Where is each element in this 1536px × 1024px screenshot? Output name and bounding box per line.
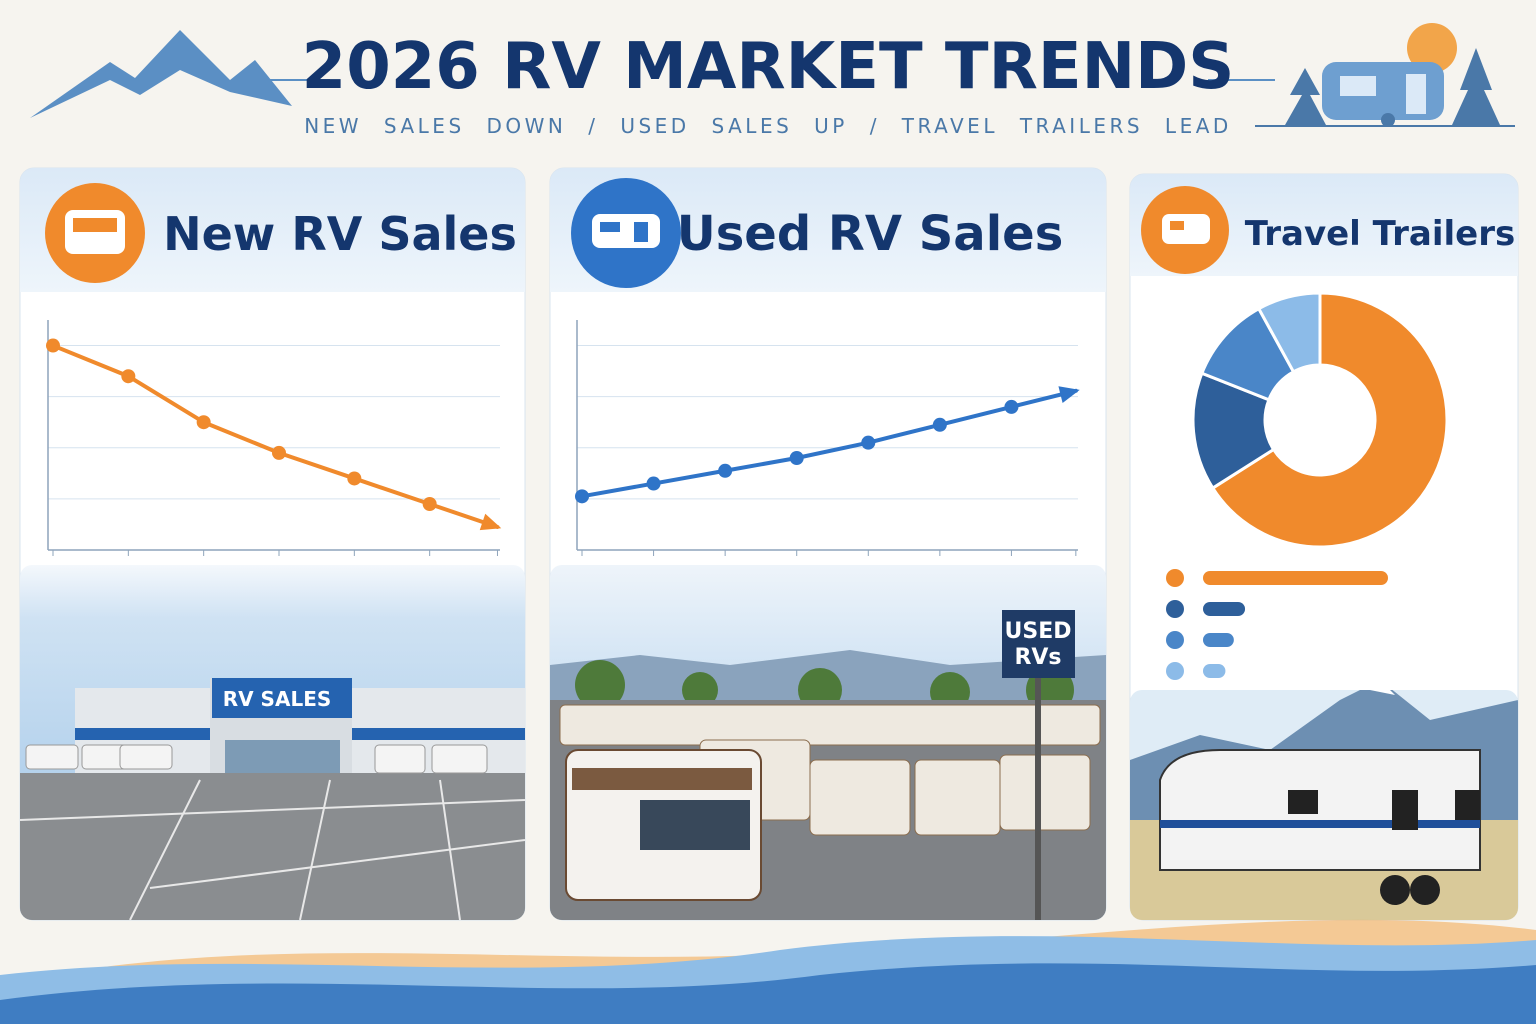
legend-dot	[1166, 631, 1184, 649]
used-lot-photo: USED RVs	[550, 565, 1106, 920]
arrow-head	[479, 513, 502, 531]
legend-bar	[1203, 664, 1226, 678]
point	[932, 417, 947, 432]
dealer-sign: RV SALES	[223, 687, 332, 711]
panel-title: Used RV Sales	[677, 206, 1064, 262]
panel-header	[1130, 174, 1518, 276]
page-subtitle: NEW SALES DOWN / USED SALES UP / TRAVEL …	[304, 114, 1232, 138]
point	[347, 471, 362, 486]
page-title: 2026 RV MARKET TRENDS	[302, 30, 1235, 104]
icon-badge	[45, 178, 1229, 288]
panel-title: New RV Sales	[163, 207, 517, 261]
camp-icon	[1255, 23, 1515, 127]
point	[1004, 399, 1019, 414]
panel-header	[550, 168, 1106, 292]
line	[52, 343, 431, 506]
panel-header	[20, 168, 525, 292]
point	[121, 369, 136, 384]
trailer-photo	[1130, 690, 1518, 920]
point	[789, 451, 804, 465]
used-sign: RVs	[1014, 645, 1061, 670]
arrow-head	[1058, 386, 1080, 403]
point	[575, 489, 589, 504]
dealer-photo: RV SALES	[20, 565, 525, 920]
wave	[0, 963, 1536, 1024]
used-sign: USED	[1005, 619, 1072, 644]
point	[196, 415, 211, 430]
panel-title: Travel Trailers	[1245, 214, 1515, 254]
mountain-icon	[30, 30, 292, 118]
legend-dot	[1166, 600, 1184, 618]
legend-dot	[1166, 662, 1184, 680]
donut-slice	[1210, 291, 1449, 549]
point	[422, 497, 437, 511]
legend-bar	[1203, 571, 1388, 585]
legend-bar	[1203, 602, 1246, 616]
legend-bar	[1203, 633, 1234, 647]
legend-dot	[1166, 569, 1184, 587]
point	[718, 463, 733, 478]
point	[861, 435, 876, 450]
point	[272, 445, 286, 460]
point	[46, 338, 60, 353]
donut-slice	[1256, 291, 1322, 374]
point	[646, 476, 661, 491]
